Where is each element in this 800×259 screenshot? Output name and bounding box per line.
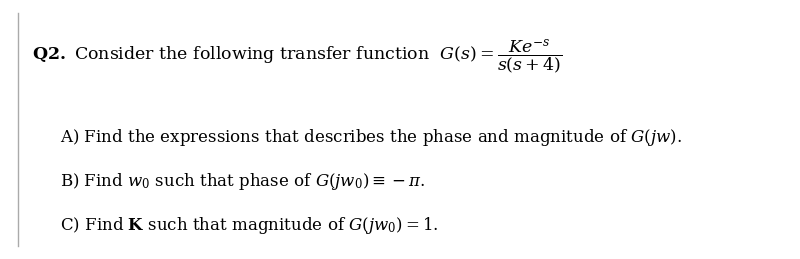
- Text: $\mathbf{Q2.}$ Consider the following transfer function  $G(s) = \dfrac{Ke^{-s}}: $\mathbf{Q2.}$ Consider the following tr…: [32, 38, 562, 76]
- Text: B) Find $\boldsymbol{w_0}$ such that phase of $G(jw_0) \equiv -\pi$.: B) Find $\boldsymbol{w_0}$ such that pha…: [60, 171, 426, 192]
- Text: A) Find the expressions that describes the phase and magnitude of $G(jw)$.: A) Find the expressions that describes t…: [60, 127, 682, 148]
- Text: C) Find $\mathbf{K}$ such that magnitude of $G(jw_0) = 1$.: C) Find $\mathbf{K}$ such that magnitude…: [60, 215, 438, 236]
